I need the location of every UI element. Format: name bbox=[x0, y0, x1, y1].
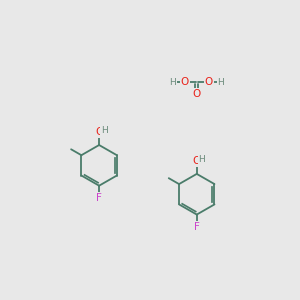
Text: H: H bbox=[218, 78, 224, 87]
Text: O: O bbox=[181, 77, 189, 87]
Text: O: O bbox=[205, 77, 213, 87]
Text: H: H bbox=[199, 155, 205, 164]
Text: F: F bbox=[194, 222, 200, 232]
Text: O: O bbox=[193, 156, 201, 166]
Text: O: O bbox=[193, 88, 201, 99]
Text: H: H bbox=[101, 126, 108, 135]
Text: O: O bbox=[95, 128, 103, 137]
Text: H: H bbox=[169, 78, 176, 87]
Text: F: F bbox=[96, 193, 102, 203]
